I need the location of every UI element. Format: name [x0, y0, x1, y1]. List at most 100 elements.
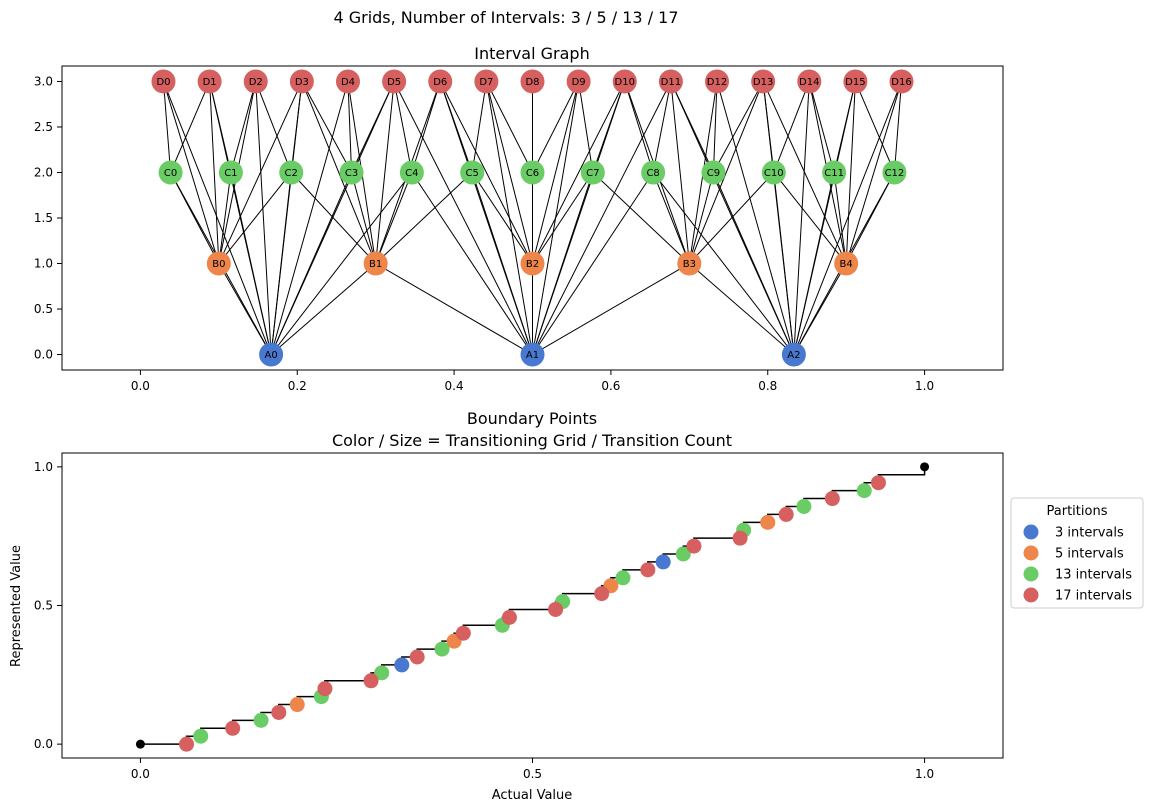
node-label: C0	[164, 168, 177, 179]
node-D15: D15	[843, 69, 868, 94]
edge-C2-D3	[290, 81, 303, 173]
legend-label: 5 intervals	[1055, 547, 1124, 562]
node-label: D2	[249, 77, 263, 88]
node-C12: C12	[882, 160, 907, 185]
node-label: D13	[753, 77, 773, 88]
figure-title: 4 Grids, Number of Intervals: 3 / 5 / 13…	[333, 8, 678, 27]
edge-B0-D3	[218, 81, 303, 264]
edge-B2-C7	[532, 172, 594, 264]
node-C10: C10	[761, 160, 786, 185]
legend-label: 3 intervals	[1055, 526, 1124, 541]
edge-C12-D15	[854, 81, 895, 173]
edge-A1-D11	[532, 81, 672, 355]
interval-graph-title: Interval Graph	[474, 44, 589, 63]
node-marker	[428, 69, 453, 94]
endpoint-1	[920, 462, 930, 472]
edge-A0-D0	[163, 81, 272, 355]
boundary-point-13-intervals	[434, 641, 450, 657]
node-label: D11	[661, 77, 681, 88]
node-D12: D12	[705, 69, 730, 94]
x-tick-label: 1.0	[915, 767, 934, 781]
boundary-point-3-intervals	[394, 657, 410, 673]
node-D2: D2	[243, 69, 268, 94]
edge-B2-D6	[439, 81, 533, 264]
node-C4: C4	[399, 160, 424, 185]
edge-A2-D11	[670, 81, 795, 355]
edge-B3-D13	[688, 81, 764, 264]
edge-C10-D13	[762, 81, 775, 173]
edge-B3-C7	[592, 172, 690, 264]
x-tick-label: 0.0	[131, 767, 150, 781]
boundary-point-17-intervals	[317, 681, 333, 697]
edge-B3-C8	[652, 172, 690, 264]
node-label: A2	[787, 350, 800, 361]
boundary-point-13-intervals	[253, 712, 269, 728]
node-D5: D5	[382, 69, 407, 94]
node-A0: A0	[259, 342, 284, 367]
boundary-point-13-intervals	[193, 728, 209, 744]
boundary-point-13-intervals	[796, 498, 812, 514]
edge-C5-D7	[471, 81, 487, 173]
legend-marker	[1023, 524, 1039, 540]
edge-B2-D7	[485, 81, 533, 264]
boundary-y-axis-label: Represented Value	[9, 545, 24, 667]
node-label: D5	[387, 77, 401, 88]
edge-A2-D16	[793, 81, 902, 355]
node-marker	[243, 69, 268, 94]
edge-A0-D4	[270, 81, 349, 355]
partitions-legend: Partitions 3 intervals 5 intervals 13 inte…	[1010, 497, 1144, 609]
node-marker	[843, 69, 868, 94]
x-tick-label: 0.2	[288, 379, 307, 393]
edge-A1-D10	[532, 81, 626, 355]
boundary-point-13-intervals	[675, 546, 691, 562]
node-marker	[289, 69, 314, 94]
node-D0: D0	[151, 69, 176, 94]
node-marker	[382, 69, 407, 94]
legend-label: 13 intervals	[1055, 568, 1132, 583]
boundary-point-17-intervals	[179, 736, 195, 752]
y-tick-label: 1.0	[34, 257, 53, 271]
y-tick-label: 2.0	[34, 165, 53, 179]
edge-B0-D1	[209, 81, 220, 264]
edge-B4-C11	[833, 172, 847, 264]
node-label: A0	[265, 350, 278, 361]
node-D8: D8	[520, 69, 545, 94]
node-label: C10	[764, 168, 784, 179]
node-label: D4	[341, 77, 355, 88]
edge-B3-D11	[670, 81, 690, 264]
edge-A1-C8	[532, 172, 654, 355]
edge-B1-D3	[301, 81, 377, 264]
boundary-point-5-intervals	[289, 697, 305, 713]
boundary-point-17-intervals	[870, 475, 886, 491]
edge-B2-D10	[532, 81, 626, 264]
node-label: C11	[824, 168, 844, 179]
edge-B2-D9	[532, 81, 580, 264]
node-label: C9	[707, 168, 720, 179]
edge-B0-D0	[163, 81, 220, 264]
node-D10: D10	[612, 69, 637, 94]
y-tick-label: 1.0	[34, 460, 53, 474]
x-tick-label: 0.4	[445, 379, 464, 393]
boundary-points-chart: Boundary Points Color / Size = Transitio…	[9, 409, 1144, 803]
edge-C8-D10	[624, 81, 654, 173]
node-D11: D11	[658, 69, 683, 94]
edge-A2-D14	[793, 81, 810, 355]
edge-B4-D15	[845, 81, 856, 264]
boundary-point-17-intervals	[455, 625, 471, 641]
x-tick-label: 0.8	[758, 379, 777, 393]
edge-C9-D13	[713, 81, 764, 173]
edge-C9-D11	[670, 81, 714, 173]
node-label: B3	[683, 259, 696, 270]
node-C1: C1	[218, 160, 243, 185]
x-tick-label: 0.5	[523, 767, 542, 781]
node-C0: C0	[158, 160, 183, 185]
boundary-point-17-intervals	[778, 506, 794, 522]
node-marker	[399, 160, 424, 185]
interval-graph-nodes: A0 A1 A2 B0 B1 B2 B3 B4 C0 C1 C2 C3 C4 C5 C6 C7 C8 C9 C10 C…	[151, 69, 914, 367]
y-tick-label: 2.5	[34, 120, 53, 134]
node-C6: C6	[520, 160, 545, 185]
interval-graph-edges	[162, 81, 903, 355]
edge-C3-D3	[301, 81, 352, 173]
edge-A0-D2	[255, 81, 272, 355]
